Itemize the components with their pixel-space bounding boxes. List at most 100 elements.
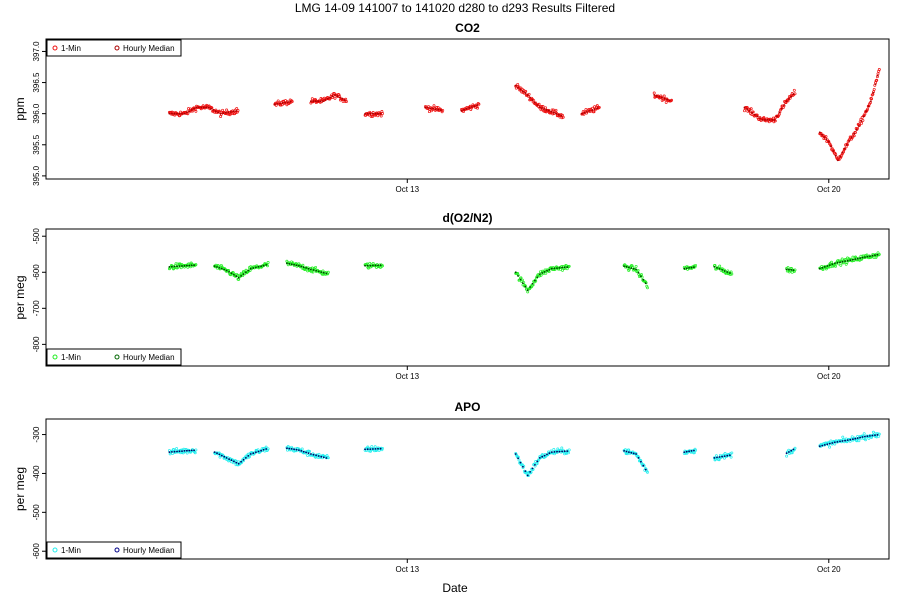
data-point bbox=[554, 108, 558, 112]
hourly-median-point bbox=[830, 145, 832, 148]
hourly-median-point bbox=[693, 449, 695, 452]
hourly-median-point bbox=[685, 450, 688, 453]
hourly-median-point bbox=[628, 266, 630, 269]
hourly-median-point bbox=[785, 100, 788, 103]
data-point bbox=[172, 448, 176, 452]
hourly-median-point bbox=[859, 257, 861, 259]
hourly-median-point bbox=[833, 441, 836, 444]
data-point bbox=[857, 439, 861, 443]
data-point bbox=[872, 87, 876, 91]
data-point bbox=[194, 263, 198, 267]
y-tick-label: 396.5 bbox=[32, 72, 41, 93]
hourly-median-point bbox=[558, 267, 561, 269]
hourly-median-point bbox=[193, 107, 196, 110]
hourly-median-point bbox=[220, 267, 223, 270]
legend-label: 1-Min bbox=[61, 353, 81, 362]
data-point bbox=[225, 108, 229, 112]
hourly-median-point bbox=[265, 264, 268, 266]
hourly-median-point bbox=[640, 275, 642, 278]
data-point bbox=[310, 97, 314, 101]
hourly-median-point bbox=[623, 265, 625, 267]
hourly-median-point bbox=[846, 143, 848, 146]
hourly-median-point bbox=[788, 98, 790, 100]
hourly-median-point bbox=[329, 96, 332, 99]
hourly-median-point bbox=[713, 457, 716, 459]
hourly-median-point bbox=[193, 264, 196, 267]
hourly-median-point bbox=[861, 436, 864, 438]
hourly-median-point bbox=[242, 273, 245, 275]
hourly-median-point bbox=[262, 264, 265, 267]
data-point bbox=[646, 286, 649, 290]
data-point bbox=[179, 266, 183, 270]
data-point bbox=[854, 130, 857, 134]
hourly-median-point bbox=[286, 101, 289, 103]
hourly-median-point bbox=[556, 450, 558, 453]
data-point bbox=[516, 82, 520, 86]
hourly-median-point bbox=[534, 101, 536, 104]
data-point bbox=[743, 109, 746, 113]
data-point bbox=[560, 446, 564, 450]
hourly-median-point bbox=[548, 452, 551, 455]
hourly-median-point bbox=[856, 437, 859, 439]
hourly-median-point bbox=[841, 440, 844, 442]
legend-box bbox=[46, 39, 182, 57]
hourly-median-point bbox=[364, 112, 366, 115]
hourly-median-point bbox=[369, 448, 372, 450]
hourly-median-point bbox=[596, 107, 599, 110]
hourly-median-point bbox=[853, 132, 855, 135]
hourly-median-point bbox=[212, 109, 215, 111]
legend-swatch bbox=[114, 547, 120, 553]
hourly-median-point bbox=[543, 271, 546, 273]
data-point bbox=[550, 108, 554, 112]
hourly-median-point bbox=[305, 451, 307, 454]
legend-swatch bbox=[52, 547, 58, 553]
data-point bbox=[718, 264, 722, 268]
hourly-median-point bbox=[632, 267, 635, 270]
hourly-median-point bbox=[341, 97, 344, 100]
hourly-median-point bbox=[168, 451, 171, 453]
hourly-median-point bbox=[637, 457, 640, 459]
hourly-median-point bbox=[874, 254, 876, 257]
hourly-median-point bbox=[529, 286, 531, 288]
hourly-median-point bbox=[839, 155, 841, 158]
hourly-median-point bbox=[320, 271, 323, 273]
x-tick-label: Oct 13 bbox=[395, 372, 419, 381]
data-point bbox=[231, 271, 235, 275]
hourly-median-point bbox=[683, 451, 686, 453]
data-point bbox=[640, 273, 643, 277]
hourly-median-point bbox=[783, 104, 786, 106]
hourly-median-point bbox=[279, 102, 281, 105]
hourly-median-point bbox=[869, 435, 871, 437]
hourly-median-point bbox=[876, 74, 879, 77]
chart-legend: 1-Min Hourly Median bbox=[46, 541, 182, 559]
hourly-median-point bbox=[322, 456, 325, 459]
data-point bbox=[371, 115, 374, 118]
hourly-median-point bbox=[729, 454, 731, 457]
hourly-median-point bbox=[630, 451, 633, 454]
x-tick-label: Oct 20 bbox=[817, 185, 841, 194]
hourly-median-point bbox=[718, 456, 721, 458]
hourly-median-point bbox=[183, 264, 186, 267]
legend-swatch bbox=[52, 354, 58, 360]
hourly-median-point bbox=[642, 464, 645, 467]
hourly-median-point bbox=[379, 264, 382, 267]
hourly-median-point bbox=[526, 94, 529, 96]
hourly-median-point bbox=[334, 94, 336, 96]
y-tick-label: 397.0 bbox=[32, 41, 41, 62]
data-point bbox=[175, 447, 179, 451]
data-point bbox=[320, 272, 324, 276]
hourly-median-point bbox=[526, 474, 529, 477]
hourly-median-point bbox=[663, 97, 666, 100]
data-point bbox=[567, 451, 570, 455]
hourly-median-point bbox=[190, 109, 193, 111]
data-point bbox=[537, 102, 541, 106]
hourly-median-point bbox=[249, 267, 252, 270]
hourly-median-point bbox=[855, 128, 858, 131]
hourly-median-point bbox=[591, 109, 594, 111]
data-point bbox=[833, 442, 837, 446]
hourly-median-point bbox=[862, 115, 865, 118]
hourly-median-point bbox=[312, 453, 315, 456]
hourly-median-point bbox=[653, 94, 656, 96]
data-point bbox=[266, 264, 269, 268]
data-point bbox=[544, 106, 548, 110]
